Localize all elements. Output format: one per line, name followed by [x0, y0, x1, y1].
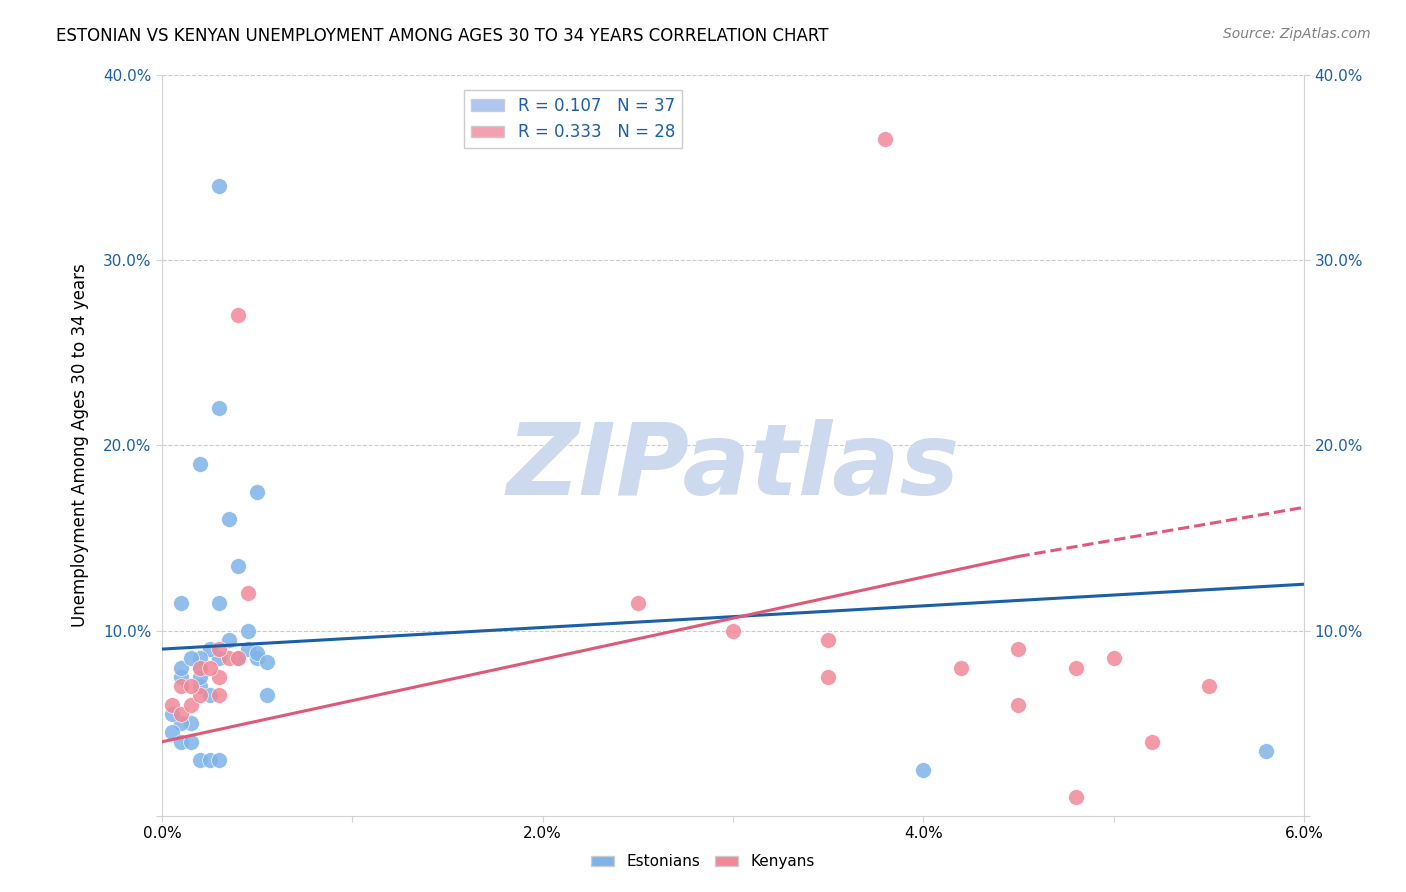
Point	[218, 651, 240, 665]
Point	[180, 735, 202, 749]
Point	[170, 660, 193, 674]
Text: ESTONIAN VS KENYAN UNEMPLOYMENT AMONG AGES 30 TO 34 YEARS CORRELATION CHART: ESTONIAN VS KENYAN UNEMPLOYMENT AMONG AG…	[56, 27, 828, 45]
Point	[170, 596, 193, 610]
Point	[627, 596, 650, 610]
Point	[256, 689, 278, 703]
Point	[226, 651, 249, 665]
Point	[188, 660, 211, 674]
Point	[246, 484, 269, 499]
Point	[1007, 642, 1029, 657]
Point	[188, 670, 211, 684]
Point	[208, 401, 231, 416]
Point	[208, 178, 231, 193]
Point	[218, 632, 240, 647]
Point	[198, 753, 221, 767]
Point	[188, 660, 211, 674]
Point	[188, 753, 211, 767]
Point	[1064, 660, 1087, 674]
Point	[170, 735, 193, 749]
Point	[912, 763, 935, 777]
Point	[1064, 790, 1087, 805]
Point	[180, 716, 202, 731]
Point	[218, 512, 240, 526]
Point	[198, 642, 221, 657]
Point	[246, 646, 269, 660]
Point	[160, 725, 183, 739]
Point	[236, 642, 259, 657]
Legend: R = 0.107   N = 37, R = 0.333   N = 28: R = 0.107 N = 37, R = 0.333 N = 28	[464, 90, 682, 148]
Point	[256, 655, 278, 669]
Point	[170, 670, 193, 684]
Point	[160, 706, 183, 721]
Point	[875, 132, 897, 146]
Point	[1140, 735, 1163, 749]
Point	[1102, 651, 1125, 665]
Point	[208, 651, 231, 665]
Point	[208, 689, 231, 703]
Point	[180, 651, 202, 665]
Text: ZIPatlas: ZIPatlas	[506, 419, 959, 516]
Point	[208, 670, 231, 684]
Point	[721, 624, 744, 638]
Point	[817, 632, 839, 647]
Point	[208, 596, 231, 610]
Point	[236, 586, 259, 600]
Point	[1198, 679, 1220, 693]
Point	[246, 651, 269, 665]
Point	[180, 698, 202, 712]
Point	[236, 624, 259, 638]
Point	[188, 689, 211, 703]
Point	[208, 642, 231, 657]
Point	[226, 651, 249, 665]
Y-axis label: Unemployment Among Ages 30 to 34 years: Unemployment Among Ages 30 to 34 years	[72, 263, 89, 627]
Point	[170, 679, 193, 693]
Legend: Estonians, Kenyans: Estonians, Kenyans	[585, 848, 821, 875]
Point	[1254, 744, 1277, 758]
Point	[180, 679, 202, 693]
Point	[950, 660, 973, 674]
Point	[226, 558, 249, 573]
Point	[188, 457, 211, 471]
Point	[188, 651, 211, 665]
Text: Source: ZipAtlas.com: Source: ZipAtlas.com	[1223, 27, 1371, 41]
Point	[198, 689, 221, 703]
Point	[1007, 698, 1029, 712]
Point	[226, 309, 249, 323]
Point	[160, 698, 183, 712]
Point	[170, 706, 193, 721]
Point	[817, 670, 839, 684]
Point	[188, 679, 211, 693]
Point	[198, 660, 221, 674]
Point	[208, 753, 231, 767]
Point	[170, 716, 193, 731]
